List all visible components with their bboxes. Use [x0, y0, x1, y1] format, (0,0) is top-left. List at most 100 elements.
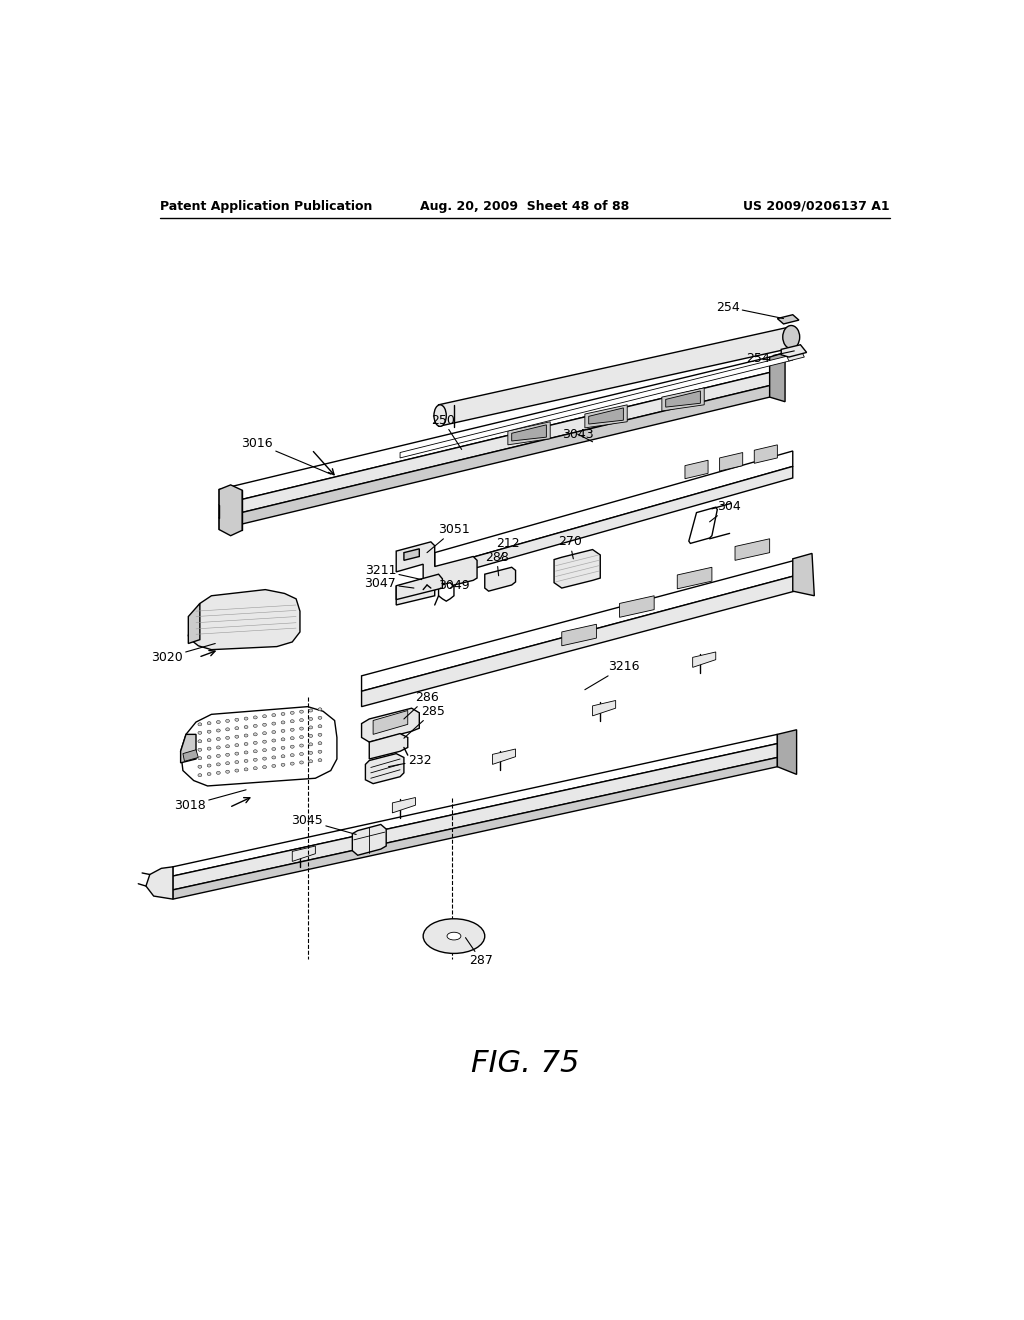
Polygon shape	[219, 372, 770, 517]
Ellipse shape	[225, 737, 229, 739]
Ellipse shape	[282, 738, 285, 741]
Ellipse shape	[234, 726, 239, 730]
Ellipse shape	[198, 756, 202, 760]
Polygon shape	[438, 326, 793, 426]
Ellipse shape	[225, 744, 229, 748]
Ellipse shape	[253, 742, 257, 744]
Ellipse shape	[198, 766, 202, 768]
Ellipse shape	[300, 760, 303, 764]
Ellipse shape	[198, 748, 202, 751]
Ellipse shape	[423, 919, 484, 953]
Text: 3051: 3051	[427, 523, 470, 553]
Text: 3049: 3049	[438, 579, 470, 593]
Ellipse shape	[262, 714, 266, 718]
Ellipse shape	[262, 758, 266, 760]
Polygon shape	[793, 553, 814, 595]
Text: 3216: 3216	[585, 660, 639, 689]
Ellipse shape	[309, 734, 312, 738]
Text: Patent Application Publication: Patent Application Publication	[160, 199, 372, 213]
Polygon shape	[370, 734, 408, 759]
Ellipse shape	[291, 729, 294, 731]
Ellipse shape	[309, 743, 312, 746]
Text: 3020: 3020	[152, 644, 215, 664]
Polygon shape	[366, 754, 403, 784]
Ellipse shape	[271, 722, 275, 725]
Ellipse shape	[216, 746, 220, 748]
Text: 3047: 3047	[365, 577, 414, 590]
Polygon shape	[361, 708, 419, 742]
Text: FIG. 75: FIG. 75	[471, 1048, 579, 1077]
Ellipse shape	[271, 739, 275, 742]
Ellipse shape	[271, 756, 275, 759]
Polygon shape	[173, 734, 777, 876]
Polygon shape	[493, 748, 515, 764]
Ellipse shape	[253, 750, 257, 752]
Ellipse shape	[447, 932, 461, 940]
Ellipse shape	[309, 709, 312, 711]
Ellipse shape	[207, 772, 211, 776]
Polygon shape	[352, 825, 386, 855]
Ellipse shape	[225, 754, 229, 756]
Polygon shape	[183, 750, 199, 762]
Ellipse shape	[309, 751, 312, 755]
Ellipse shape	[207, 747, 211, 750]
Polygon shape	[361, 558, 801, 692]
Polygon shape	[512, 425, 547, 441]
Polygon shape	[689, 507, 717, 544]
Polygon shape	[146, 867, 173, 899]
Polygon shape	[188, 603, 200, 644]
Ellipse shape	[291, 719, 294, 723]
Text: 270: 270	[558, 536, 582, 558]
Ellipse shape	[216, 763, 220, 766]
Ellipse shape	[262, 766, 266, 768]
Text: 254: 254	[716, 301, 783, 318]
Polygon shape	[755, 445, 777, 463]
Polygon shape	[692, 652, 716, 668]
Ellipse shape	[300, 744, 303, 747]
Ellipse shape	[244, 759, 248, 763]
Polygon shape	[508, 422, 550, 445]
Ellipse shape	[291, 762, 294, 766]
Ellipse shape	[216, 755, 220, 758]
Polygon shape	[435, 466, 793, 579]
Ellipse shape	[434, 405, 446, 426]
Polygon shape	[677, 568, 712, 589]
Ellipse shape	[318, 717, 322, 719]
Ellipse shape	[300, 727, 303, 730]
Polygon shape	[554, 549, 600, 589]
Text: 3211: 3211	[365, 564, 422, 579]
Polygon shape	[735, 539, 770, 560]
Ellipse shape	[225, 719, 229, 722]
Ellipse shape	[309, 760, 312, 763]
Ellipse shape	[318, 725, 322, 727]
Ellipse shape	[262, 723, 266, 726]
Ellipse shape	[234, 760, 239, 763]
Ellipse shape	[198, 739, 202, 743]
Ellipse shape	[291, 711, 294, 714]
Polygon shape	[173, 743, 777, 890]
Ellipse shape	[198, 723, 202, 726]
Ellipse shape	[262, 748, 266, 751]
Polygon shape	[666, 391, 700, 407]
Ellipse shape	[282, 721, 285, 723]
Ellipse shape	[271, 714, 275, 717]
Polygon shape	[292, 846, 315, 862]
Ellipse shape	[207, 764, 211, 767]
Ellipse shape	[318, 742, 322, 744]
Polygon shape	[435, 451, 793, 568]
Ellipse shape	[244, 768, 248, 771]
Ellipse shape	[318, 759, 322, 762]
Ellipse shape	[253, 725, 257, 727]
Ellipse shape	[244, 742, 248, 746]
Ellipse shape	[271, 730, 275, 734]
Ellipse shape	[216, 729, 220, 733]
Polygon shape	[777, 730, 797, 775]
Ellipse shape	[234, 752, 239, 755]
Text: 3045: 3045	[291, 814, 356, 834]
Polygon shape	[593, 701, 615, 715]
Text: 212: 212	[497, 537, 520, 558]
Ellipse shape	[216, 738, 220, 741]
Polygon shape	[620, 595, 654, 618]
Polygon shape	[173, 758, 777, 899]
Ellipse shape	[225, 727, 229, 731]
